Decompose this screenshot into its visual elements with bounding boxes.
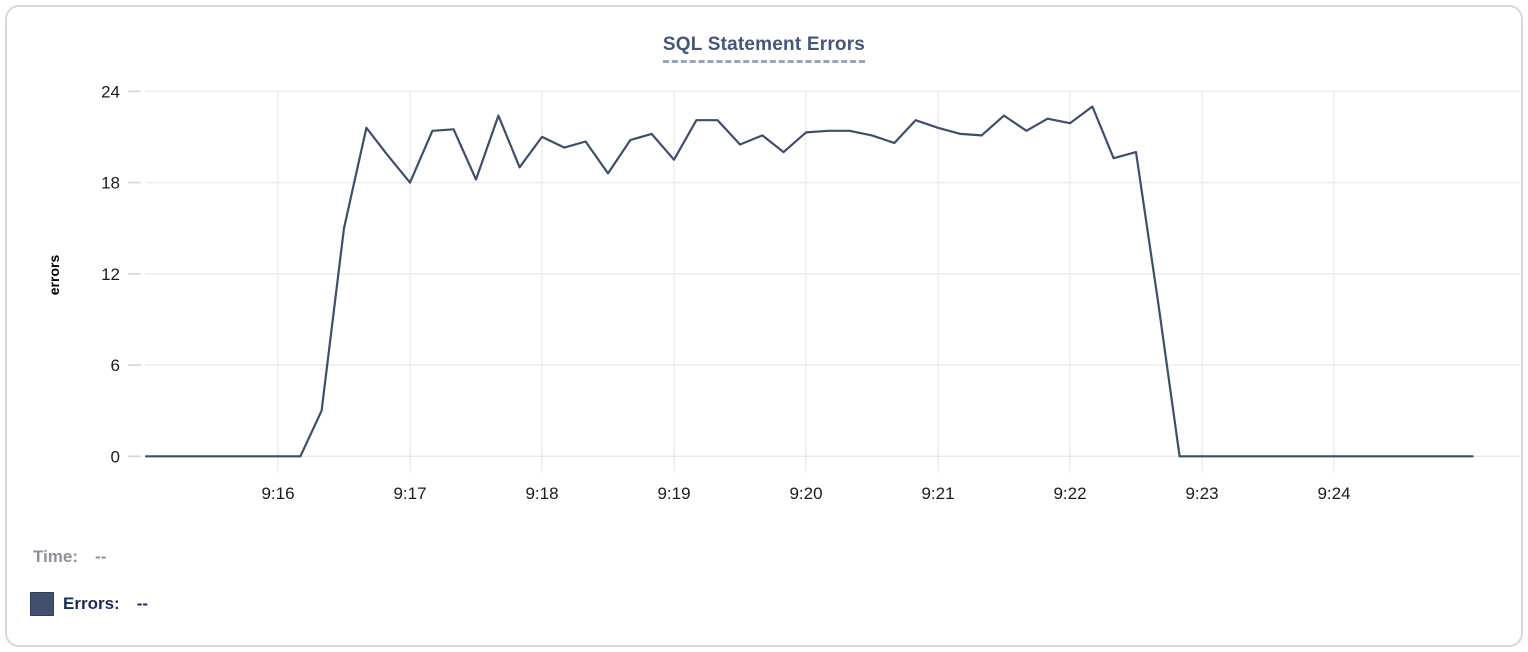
x-tick-label: 9:16	[261, 484, 294, 503]
x-tick-label: 9:21	[921, 484, 954, 503]
x-tick-label: 9:17	[393, 484, 426, 503]
y-axis-title: errors	[46, 255, 62, 296]
x-tick-label: 9:18	[525, 484, 558, 503]
x-tick-label: 9:19	[657, 484, 690, 503]
errors-series-line	[144, 105, 1474, 458]
x-tick-label: 9:23	[1185, 484, 1218, 503]
x-tick-label: 9:20	[789, 484, 822, 503]
chart-title[interactable]: SQL Statement Errors	[662, 34, 866, 63]
legend-errors-label: Errors:	[63, 594, 120, 613]
chart-title-wrap: SQL Statement Errors	[7, 34, 1521, 63]
y-tick-label: 0	[111, 447, 120, 466]
x-tick-label: 9:24	[1317, 484, 1350, 503]
legend-time-row: Time: --	[33, 547, 106, 567]
y-tick-label: 12	[101, 265, 120, 284]
legend-errors-row[interactable]: Errors: --	[30, 592, 148, 616]
errors-series-swatch	[30, 592, 54, 616]
x-tick-label: 9:22	[1053, 484, 1086, 503]
errors-line-chart: 0 6 12 18 24 9:16 9:17 9:18 9:19 9:20 9:21 9:22 9:23…	[46, 82, 1520, 503]
legend-time-value: --	[95, 547, 107, 566]
y-tick-label: 18	[101, 174, 120, 193]
legend-time-label: Time:	[33, 547, 79, 566]
y-tick-label: 24	[101, 82, 120, 101]
legend-errors-value: --	[136, 594, 149, 613]
y-tick-label: 6	[111, 356, 120, 375]
chart-card: SQL Statement Errors 0 6 12 18 24 9:16 9:17 9:1…	[5, 5, 1523, 647]
